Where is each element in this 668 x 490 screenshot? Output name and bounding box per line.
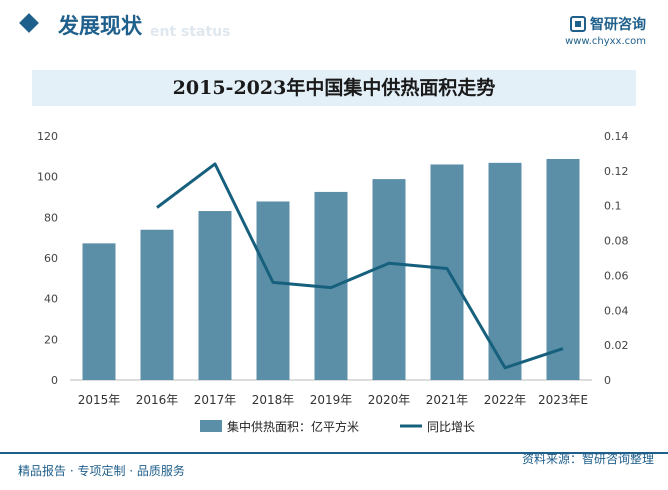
left-axis-tick-label: 100 — [37, 171, 58, 184]
growth-line — [156, 162, 564, 370]
bar — [256, 201, 290, 380]
section-title: 发展现状 — [58, 14, 142, 38]
bar — [546, 158, 580, 380]
legend-bar-label: 集中供热面积：亿平方米 — [227, 419, 359, 434]
bar — [198, 211, 232, 380]
x-axis-tick-label: 2019年 — [310, 393, 353, 407]
right-axis-tick-label: 0.02 — [604, 339, 629, 352]
header: 发展现状 ent status 智研咨询 www.chyxx.com — [0, 0, 668, 60]
brand-name: 智研咨询 — [590, 17, 646, 33]
right-axis-tick-label: 0.08 — [604, 235, 629, 248]
bar — [82, 243, 116, 380]
left-axis-tick-label: 0 — [51, 374, 58, 387]
left-axis-tick-label: 60 — [44, 252, 58, 265]
right-axis-tick-label: 0.04 — [604, 304, 629, 317]
brand-logo-icon — [570, 16, 586, 32]
right-axis-tick-label: 0 — [604, 374, 611, 387]
x-axis-tick-label: 2018年 — [252, 393, 295, 407]
bar — [372, 179, 406, 380]
left-axis-tick-label: 20 — [44, 333, 58, 346]
section-subtitle: ent status — [150, 24, 231, 40]
legend-line-label: 同比增长 — [427, 420, 475, 434]
brand-url: www.chyxx.com — [565, 36, 646, 47]
chart-title: 2015-2023年中国集中供热面积走势 — [32, 70, 636, 106]
bar — [488, 162, 522, 380]
x-axis-tick-label: 2022年 — [484, 393, 527, 407]
footer-divider — [0, 452, 668, 454]
x-axis-tick-label: 2015年 — [78, 393, 121, 407]
right-axis-tick-label: 0.06 — [604, 269, 629, 282]
bar — [140, 229, 174, 380]
x-axis-tick-label: 2023年E — [538, 393, 588, 407]
right-axis-tick-label: 0.12 — [604, 165, 629, 178]
x-axis-tick-label: 2021年 — [426, 393, 469, 407]
left-axis-tick-label: 120 — [37, 130, 58, 143]
footer-source: 资料来源：智研咨询整理 — [521, 452, 654, 466]
bar — [430, 164, 464, 380]
legend-bar-swatch — [200, 420, 222, 432]
left-axis-tick-label: 80 — [44, 211, 58, 224]
x-axis-tick-label: 2020年 — [368, 393, 411, 407]
right-axis-tick-label: 0.1 — [604, 200, 622, 213]
x-axis-tick-label: 2017年 — [194, 393, 237, 407]
footer-tagline: 精品报告 · 专项定制 · 品质服务 — [18, 464, 185, 478]
right-axis-tick-label: 0.14 — [604, 130, 629, 143]
left-axis-tick-label: 40 — [44, 293, 58, 306]
brand: 智研咨询 www.chyxx.com — [565, 14, 646, 47]
x-axis-tick-label: 2016年 — [136, 393, 179, 407]
